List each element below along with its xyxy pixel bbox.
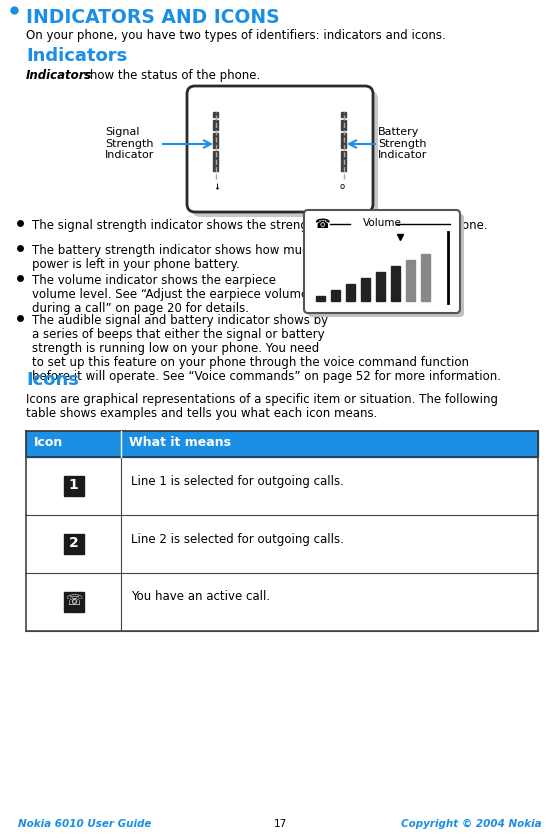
- Text: o: o: [340, 182, 345, 191]
- Bar: [213, 151, 218, 171]
- Text: a series of beeps that either the signal or battery: a series of beeps that either the signal…: [32, 328, 325, 341]
- Text: ☏: ☏: [65, 594, 82, 608]
- Bar: [63, 476, 83, 496]
- Bar: [361, 278, 370, 301]
- Text: The volume indicator shows the earpiece: The volume indicator shows the earpiece: [32, 274, 276, 287]
- Bar: [341, 112, 346, 117]
- FancyBboxPatch shape: [304, 210, 460, 313]
- Bar: [26, 457, 538, 515]
- Bar: [331, 290, 340, 301]
- Text: Copyright © 2004 Nokia: Copyright © 2004 Nokia: [402, 819, 542, 829]
- Text: Volume: Volume: [362, 218, 402, 228]
- Bar: [341, 151, 346, 171]
- Text: Signal
Strength
Indicator: Signal Strength Indicator: [105, 127, 155, 160]
- Text: to set up this feature on your phone through the voice command function: to set up this feature on your phone thr…: [32, 356, 469, 369]
- Text: On your phone, you have two types of identifiers: indicators and icons.: On your phone, you have two types of ide…: [26, 29, 446, 42]
- Bar: [63, 534, 83, 554]
- Text: Icons are graphical representations of a specific item or situation. The followi: Icons are graphical representations of a…: [26, 393, 498, 406]
- Bar: [346, 284, 355, 301]
- Text: INDICATORS AND ICONS: INDICATORS AND ICONS: [26, 8, 279, 27]
- Text: The signal strength indicator shows the strength of the signal to your phone.: The signal strength indicator shows the …: [32, 219, 488, 232]
- Text: Nokia 6010 User Guide: Nokia 6010 User Guide: [18, 819, 151, 829]
- Text: during a call” on page 20 for details.: during a call” on page 20 for details.: [32, 302, 249, 315]
- Text: Indicators: Indicators: [26, 69, 92, 82]
- Text: show the status of the phone.: show the status of the phone.: [80, 69, 260, 82]
- Bar: [213, 112, 218, 117]
- FancyBboxPatch shape: [192, 91, 378, 217]
- Text: Battery
Strength
Indicator: Battery Strength Indicator: [378, 127, 427, 160]
- Text: power is left in your phone battery.: power is left in your phone battery.: [32, 258, 240, 271]
- Text: Line 1 is selected for outgoing calls.: Line 1 is selected for outgoing calls.: [131, 475, 344, 487]
- Text: →: →: [212, 182, 221, 189]
- Bar: [341, 133, 346, 148]
- Text: What it means: What it means: [129, 436, 231, 449]
- Text: 2: 2: [69, 536, 78, 550]
- Bar: [406, 260, 415, 301]
- Bar: [421, 254, 430, 301]
- Text: before it will operate. See “Voice commands” on page 52 for more information.: before it will operate. See “Voice comma…: [32, 370, 501, 383]
- Bar: [391, 266, 400, 301]
- Text: Icon: Icon: [34, 436, 63, 449]
- Text: Line 2 is selected for outgoing calls.: Line 2 is selected for outgoing calls.: [131, 533, 344, 545]
- Bar: [376, 272, 385, 301]
- Text: The audible signal and battery indicator shows by: The audible signal and battery indicator…: [32, 314, 328, 327]
- Bar: [341, 120, 346, 130]
- Text: You have an active call.: You have an active call.: [131, 591, 270, 603]
- Text: strength is running low on your phone. You need: strength is running low on your phone. Y…: [32, 342, 319, 355]
- Text: 1: 1: [69, 478, 78, 492]
- Text: ☎: ☎: [314, 218, 330, 231]
- Text: Indicators: Indicators: [26, 47, 127, 65]
- Bar: [26, 515, 538, 573]
- Text: Icons: Icons: [26, 371, 79, 389]
- FancyBboxPatch shape: [308, 214, 464, 317]
- Bar: [213, 120, 218, 130]
- FancyBboxPatch shape: [187, 86, 373, 212]
- Text: volume level. See “Adjust the earpiece volume: volume level. See “Adjust the earpiece v…: [32, 288, 308, 301]
- Bar: [316, 296, 325, 301]
- Bar: [26, 431, 538, 457]
- Bar: [26, 573, 538, 631]
- Text: The battery strength indicator shows how much: The battery strength indicator shows how…: [32, 244, 316, 257]
- Bar: [213, 133, 218, 148]
- Bar: [63, 592, 83, 612]
- Text: 17: 17: [273, 819, 287, 829]
- Text: table shows examples and tells you what each icon means.: table shows examples and tells you what …: [26, 407, 377, 420]
